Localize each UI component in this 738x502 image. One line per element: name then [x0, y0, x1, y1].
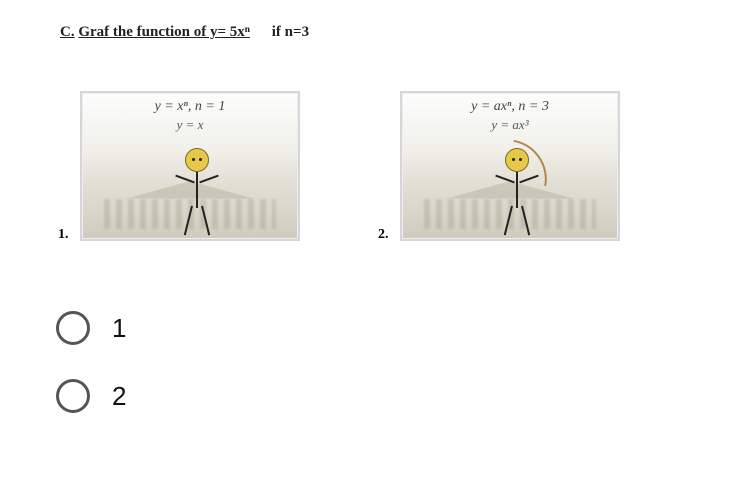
- panel-1-number: 1.: [58, 227, 69, 243]
- heading-condition: if n=3: [272, 24, 309, 40]
- heading-prefix: C.: [60, 24, 75, 40]
- panel-1: y = xⁿ, n = 1 y = x: [80, 91, 300, 241]
- panels-row: 1. y = xⁿ, n = 1 y = x 2. y = axⁿ, n = 3…: [80, 91, 678, 241]
- panel-2: y = axⁿ, n = 3 y = ax³: [400, 91, 620, 241]
- option-2-label: 2: [112, 381, 126, 412]
- panel-2-subformula: y = ax³: [402, 117, 618, 133]
- option-1[interactable]: 1: [56, 311, 678, 345]
- radio-icon[interactable]: [56, 379, 90, 413]
- panel-2-wrap: 2. y = axⁿ, n = 3 y = ax³: [400, 91, 620, 241]
- option-1-label: 1: [112, 313, 126, 344]
- radio-icon[interactable]: [56, 311, 90, 345]
- panel-1-formula: y = xⁿ, n = 1: [82, 99, 298, 115]
- panel-2-formula: y = axⁿ, n = 3: [402, 99, 618, 115]
- panel-1-subformula: y = x: [82, 117, 298, 133]
- curve-icon: [507, 140, 553, 186]
- option-2[interactable]: 2: [56, 379, 678, 413]
- stick-figure-icon: [177, 148, 217, 238]
- heading-text: Graf the function of y= 5xⁿ: [78, 24, 250, 40]
- question-page: C. Graf the function of y= 5xⁿ if n=3 1.…: [0, 0, 738, 467]
- question-heading: C. Graf the function of y= 5xⁿ if n=3: [60, 24, 678, 41]
- panel-1-wrap: 1. y = xⁿ, n = 1 y = x: [80, 91, 300, 241]
- panel-2-number: 2.: [378, 227, 389, 243]
- answer-options: 1 2: [56, 311, 678, 413]
